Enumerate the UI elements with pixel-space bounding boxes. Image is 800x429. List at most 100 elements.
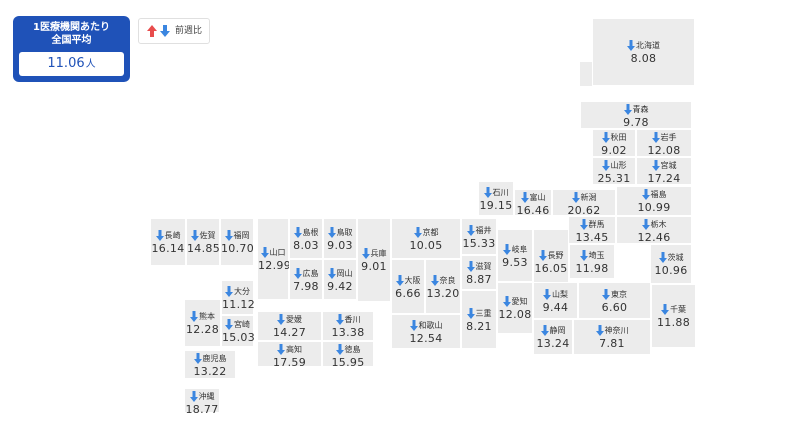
prefecture-value: 8.08 (630, 52, 657, 65)
prefecture-header: 福島 (617, 189, 691, 200)
prefecture-gifu[interactable]: 岐阜 9.53 (497, 229, 533, 282)
prefecture-value: 8.21 (466, 320, 492, 333)
prefecture-tokyo[interactable]: 東京 6.60 (578, 282, 651, 319)
prefecture-akita[interactable]: 秋田 9.02 (592, 129, 636, 157)
prefecture-okinawa[interactable]: 沖縄 18.77 (184, 388, 220, 416)
down-arrow-icon (335, 344, 344, 355)
prefecture-header: 岡山 (324, 268, 356, 279)
prefecture-header: 岩手 (637, 132, 691, 143)
prefecture-header: 長野 (534, 250, 568, 261)
prefecture-value: 25.31 (597, 172, 631, 185)
prefecture-name: 滋賀 (475, 262, 492, 271)
prefecture-osaka[interactable]: 大阪 6.66 (391, 259, 425, 314)
prefecture-miyagi[interactable]: 宮城 17.24 (636, 157, 692, 185)
prefecture-name: 高知 (286, 345, 302, 354)
down-arrow-icon (190, 230, 199, 241)
prefecture-fukushima[interactable]: 福島 10.99 (616, 186, 692, 216)
prefecture-header: 愛知 (498, 296, 532, 307)
prefecture-toyama[interactable]: 富山 16.46 (514, 189, 552, 217)
prefecture-name: 沖縄 (198, 392, 215, 401)
prefecture-ehime[interactable]: 愛媛 14.27 (257, 311, 322, 341)
prefecture-name: 宮城 (660, 161, 677, 170)
prefecture-oita[interactable]: 大分 11.12 (221, 280, 255, 315)
prefecture-name: 宮崎 (234, 320, 250, 329)
prefecture-yamagata[interactable]: 山形 25.31 (592, 157, 636, 185)
prefecture-value: 12.08 (647, 144, 681, 157)
prefecture-value: 6.60 (601, 301, 628, 314)
prefecture-kanagawa[interactable]: 神奈川 7.81 (573, 319, 651, 355)
prefecture-kagawa[interactable]: 香川 13.38 (322, 311, 374, 341)
down-arrow-icon (327, 268, 336, 279)
national-average-title-line2: 全国平均 (51, 35, 92, 46)
down-arrow-icon (189, 391, 198, 402)
prefecture-shizuoka[interactable]: 静岡 13.24 (533, 319, 573, 355)
prefecture-kochi[interactable]: 高知 17.59 (257, 341, 322, 369)
down-arrow-icon (466, 308, 475, 319)
down-arrow-icon (225, 286, 233, 297)
prefecture-value: 17.24 (647, 172, 681, 185)
prefecture-saga[interactable]: 佐賀 14.85 (186, 218, 220, 266)
down-arrow-icon (502, 244, 511, 255)
prefecture-value: 12.46 (637, 231, 671, 244)
prefecture-name: 福井 (475, 226, 492, 235)
prefecture-name: 埼玉 (588, 251, 605, 260)
prefecture-chiba[interactable]: 千葉 11.88 (651, 284, 696, 348)
prefecture-value: 15.95 (331, 356, 365, 369)
prefecture-shiga[interactable]: 滋賀 8.87 (461, 255, 497, 290)
prefecture-aichi[interactable]: 愛知 12.08 (497, 282, 533, 334)
prefecture-aomori[interactable]: 青森 9.78 (580, 101, 692, 129)
prefecture-value: 9.02 (601, 144, 627, 157)
prefecture-name: 千葉 (670, 305, 686, 314)
prefecture-value: 13.45 (575, 231, 609, 244)
prefecture-name: 岩手 (660, 133, 677, 142)
prefecture-header: 愛媛 (258, 314, 321, 325)
prefecture-wakayama[interactable]: 和歌山 12.54 (391, 314, 461, 349)
prefecture-fukui[interactable]: 福井 15.33 (461, 218, 497, 255)
prefecture-value: 15.33 (462, 237, 496, 250)
prefecture-mie[interactable]: 三重 8.21 (461, 290, 497, 349)
prefecture-value: 14.85 (187, 242, 220, 255)
prefecture-gunma[interactable]: 群馬 13.45 (568, 216, 616, 244)
prefecture-ishikawa[interactable]: 石川 19.15 (478, 181, 514, 216)
down-arrow-icon (601, 160, 610, 171)
prefecture-nara[interactable]: 奈良 13.20 (425, 259, 461, 314)
prefecture-kagoshima[interactable]: 鹿児島 13.22 (184, 350, 236, 379)
prefecture-header: 新潟 (553, 192, 615, 203)
prefecture-kumamoto[interactable]: 熊本 12.28 (184, 299, 221, 347)
prefecture-saitama[interactable]: 埼玉 11.98 (569, 244, 615, 279)
prefecture-tochigi[interactable]: 栃木 12.46 (616, 216, 692, 244)
prefecture-shimane[interactable]: 島根 8.03 (289, 218, 323, 259)
prefecture-name: 茨城 (667, 253, 684, 262)
prefecture-value: 10.99 (637, 201, 671, 214)
prefecture-fukuoka[interactable]: 福岡 10.70 (220, 218, 254, 266)
prefecture-iwate[interactable]: 岩手 12.08 (636, 129, 692, 157)
prefecture-tottori[interactable]: 鳥取 9.03 (323, 218, 357, 259)
prefecture-header: 茨城 (651, 252, 691, 263)
prefecture-header: 山梨 (534, 289, 577, 300)
down-arrow-icon (540, 325, 549, 336)
prefecture-yamanashi[interactable]: 山梨 9.44 (533, 282, 578, 319)
prefecture-header: 千葉 (652, 304, 695, 315)
down-arrow-icon (413, 227, 422, 238)
prefecture-value: 9.78 (623, 116, 649, 129)
prefecture-yamaguchi[interactable]: 山口 12.99 (257, 218, 291, 300)
down-arrow-icon (579, 219, 588, 230)
prefecture-niigata[interactable]: 新潟 20.62 (552, 189, 616, 217)
prefecture-tokushima[interactable]: 徳島 15.95 (322, 341, 374, 369)
prefecture-kyoto[interactable]: 京都 10.05 (391, 218, 461, 259)
hokkaido-shape-bottom (580, 62, 695, 86)
prefecture-nagasaki[interactable]: 長崎 16.14 (150, 218, 186, 266)
prefecture-hokkaido[interactable]: 北海道 8.08 (592, 18, 695, 86)
prefecture-name: 香川 (344, 315, 361, 324)
prefecture-ibaraki[interactable]: 茨城 10.96 (650, 244, 692, 284)
prefecture-header: 宮崎 (222, 319, 253, 330)
prefecture-hyogo[interactable]: 兵庫 9.01 (357, 218, 391, 302)
down-arrow-icon (190, 311, 198, 322)
prefecture-header: 滋賀 (462, 261, 496, 272)
prefecture-name: 三重 (475, 309, 492, 318)
prefecture-hiroshima[interactable]: 広島 7.98 (289, 259, 323, 300)
prefecture-okayama[interactable]: 岡山 9.42 (323, 259, 357, 300)
prefecture-value: 12.54 (409, 332, 443, 345)
prefecture-name: 富山 (529, 193, 546, 202)
prefecture-miyazaki[interactable]: 宮崎 15.03 (221, 315, 255, 347)
